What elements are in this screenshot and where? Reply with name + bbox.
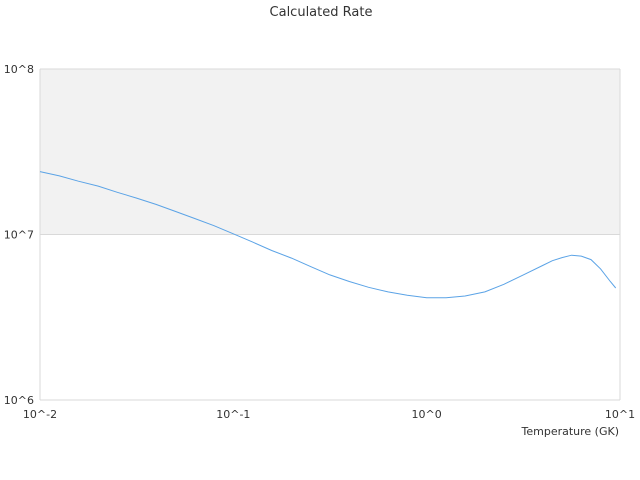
x-tick-label: 10^-2 [23, 408, 57, 421]
shaded-band [40, 69, 620, 235]
x-tick-label: 10^-1 [216, 408, 250, 421]
x-tick-label: 10^1 [605, 408, 635, 421]
y-tick-label: 10^8 [4, 63, 34, 76]
x-axis-label: Temperature (GK) [521, 425, 620, 438]
series-line [39, 171, 617, 299]
y-tick-label: 10^7 [4, 229, 34, 242]
plot-frame [39, 68, 621, 401]
y-tick-label: 10^6 [4, 394, 34, 407]
chart-title: Calculated Rate [270, 5, 373, 20]
y-axis: 10^6 10^7 10^8 [4, 63, 34, 407]
x-axis: 10^-2 10^-1 10^0 10^1 [23, 408, 635, 421]
x-tick-label: 10^0 [412, 408, 442, 421]
